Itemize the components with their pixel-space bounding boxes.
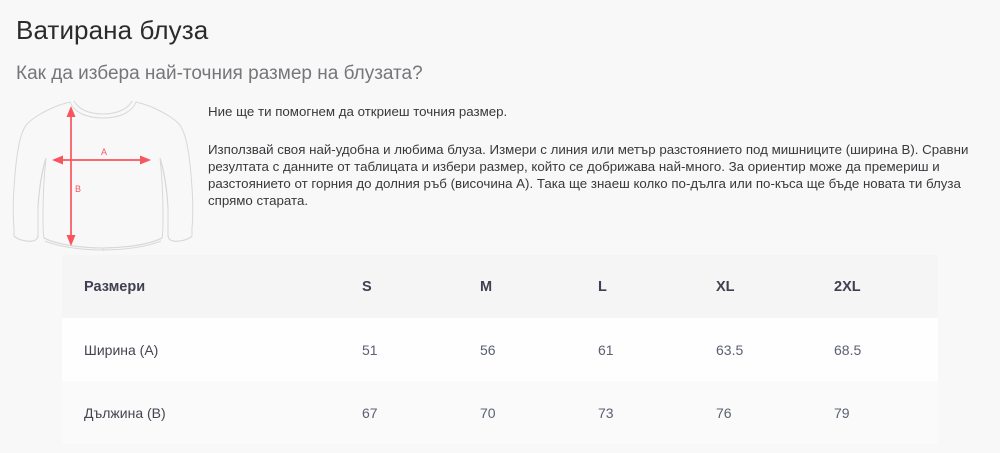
cell-width-m: 56 — [480, 341, 496, 358]
column-header-xl: XL — [716, 278, 735, 295]
intro-lead-paragraph: Ние ще ти помогнем да откриеш точния раз… — [208, 104, 508, 119]
intro-body-paragraph: Използвай своя най-удобна и любима блуза… — [208, 142, 969, 208]
page-title: Ватирана блуза — [16, 15, 209, 45]
intro-text: Ние ще ти помогнем да откриеш точния раз… — [208, 103, 980, 209]
row-label-length: Дължина (B) — [84, 404, 166, 421]
cell-length-s: 67 — [362, 404, 378, 421]
cell-length-m: 70 — [480, 404, 496, 421]
width-arrow-head-left — [52, 155, 63, 165]
column-header-measurements: Размери — [84, 278, 146, 295]
cell-length-xl: 76 — [716, 404, 732, 421]
size-chart-table: Размери S M L XL 2XL Ширина (A) 51 56 61… — [62, 255, 938, 444]
table-row: Ширина (A) 51 56 61 63.5 68.5 — [62, 318, 938, 381]
cell-width-2xl: 68.5 — [834, 341, 862, 358]
width-label-a: A — [101, 147, 107, 157]
cell-width-l: 61 — [598, 341, 614, 358]
cell-length-l: 73 — [598, 404, 614, 421]
size-chart-header: Размери S M L XL 2XL — [62, 255, 938, 318]
cell-width-s: 51 — [362, 341, 378, 358]
cell-length-2xl: 79 — [834, 404, 850, 421]
height-arrow-head-bottom — [66, 235, 76, 246]
cell-width-xl: 63.5 — [716, 341, 744, 358]
page-subtitle: Как да избера най-точния размер на блуза… — [16, 63, 423, 84]
table-row: Дължина (B) 67 70 73 76 79 — [62, 381, 938, 444]
sweatshirt-outline — [12, 100, 194, 251]
garment-diagram: A B — [8, 88, 198, 258]
column-header-l: L — [598, 278, 607, 295]
measure-arrows — [52, 106, 151, 246]
row-label-width: Ширина (A) — [84, 341, 159, 358]
column-header-m: M — [480, 278, 493, 295]
column-header-s: S — [362, 278, 372, 295]
height-arrow-head-top — [66, 106, 76, 117]
size-chart-body: Ширина (A) 51 56 61 63.5 68.5 Дължина (B… — [62, 318, 938, 444]
column-header-2xl: 2XL — [834, 278, 861, 295]
width-arrow-head-right — [140, 155, 151, 165]
height-label-b: B — [75, 184, 81, 194]
table-header-row: Размери S M L XL 2XL — [62, 255, 938, 318]
